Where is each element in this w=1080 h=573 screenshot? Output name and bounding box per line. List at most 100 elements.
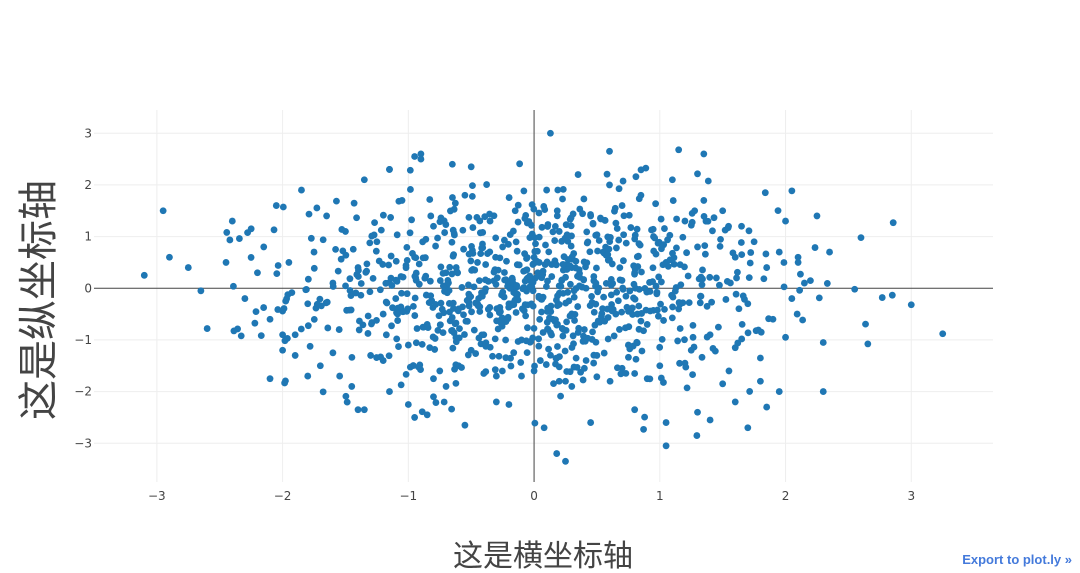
scatter-point[interactable] bbox=[531, 362, 538, 370]
scatter-point[interactable] bbox=[542, 241, 549, 249]
scatter-point[interactable] bbox=[557, 282, 565, 290]
scatter-point[interactable] bbox=[348, 383, 356, 390]
scatter-point[interactable] bbox=[461, 191, 469, 199]
scatter-point[interactable] bbox=[411, 312, 419, 319]
scatter-point[interactable] bbox=[458, 284, 466, 291]
scatter-point[interactable] bbox=[738, 222, 745, 230]
scatter-point[interactable] bbox=[586, 302, 594, 310]
scatter-point[interactable] bbox=[600, 349, 608, 357]
scatter-point[interactable] bbox=[598, 312, 605, 320]
scatter-point[interactable] bbox=[532, 240, 539, 248]
scatter-point[interactable] bbox=[570, 363, 578, 371]
scatter-point[interactable] bbox=[939, 330, 947, 338]
scatter-point[interactable] bbox=[554, 343, 561, 350]
scatter-point[interactable] bbox=[448, 160, 456, 168]
scatter-point[interactable] bbox=[448, 405, 456, 413]
scatter-point[interactable] bbox=[388, 322, 395, 330]
scatter-point[interactable] bbox=[653, 306, 661, 314]
scatter-point[interactable] bbox=[646, 375, 654, 383]
scatter-point[interactable] bbox=[547, 351, 554, 359]
scatter-point[interactable] bbox=[470, 283, 478, 291]
scatter-point[interactable] bbox=[704, 177, 712, 185]
scatter-point[interactable] bbox=[569, 210, 577, 218]
scatter-point[interactable] bbox=[570, 250, 578, 257]
scatter-point[interactable] bbox=[626, 287, 634, 295]
scatter-point[interactable] bbox=[270, 226, 278, 234]
scatter-point[interactable] bbox=[382, 279, 390, 287]
scatter-point[interactable] bbox=[646, 288, 654, 295]
scatter-point[interactable] bbox=[355, 266, 362, 274]
scatter-point[interactable] bbox=[799, 316, 807, 324]
scatter-point[interactable] bbox=[780, 283, 788, 291]
scatter-point[interactable] bbox=[557, 392, 564, 400]
scatter-point[interactable] bbox=[655, 273, 663, 281]
scatter-point[interactable] bbox=[706, 416, 714, 424]
scatter-point[interactable] bbox=[619, 177, 627, 185]
scatter-point[interactable] bbox=[486, 311, 494, 319]
scatter-point[interactable] bbox=[406, 166, 414, 174]
scatter-point[interactable] bbox=[652, 200, 660, 208]
scatter-point[interactable] bbox=[450, 230, 458, 237]
scatter-point[interactable] bbox=[470, 326, 478, 334]
scatter-point[interactable] bbox=[709, 345, 717, 352]
scatter-point[interactable] bbox=[434, 326, 442, 334]
scatter-point[interactable] bbox=[691, 207, 699, 215]
scatter-point[interactable] bbox=[862, 320, 869, 328]
scatter-point[interactable] bbox=[726, 279, 734, 287]
scatter-point[interactable] bbox=[587, 211, 594, 218]
scatter-point[interactable] bbox=[432, 242, 439, 250]
scatter-point[interactable] bbox=[635, 302, 643, 310]
scatter-point[interactable] bbox=[502, 354, 510, 362]
scatter-point[interactable] bbox=[514, 218, 522, 226]
scatter-point[interactable] bbox=[615, 185, 623, 193]
scatter-point[interactable] bbox=[571, 317, 578, 324]
scatter-point[interactable] bbox=[512, 309, 520, 316]
scatter-point[interactable] bbox=[657, 300, 664, 308]
scatter-point[interactable] bbox=[677, 281, 685, 289]
scatter-point[interactable] bbox=[559, 266, 567, 274]
scatter-point[interactable] bbox=[486, 248, 494, 256]
scatter-point[interactable] bbox=[788, 187, 796, 195]
scatter-point[interactable] bbox=[539, 271, 547, 279]
scatter-point[interactable] bbox=[775, 248, 783, 256]
scatter-point[interactable] bbox=[465, 250, 473, 258]
scatter-point[interactable] bbox=[555, 377, 563, 385]
scatter-point[interactable] bbox=[458, 364, 465, 371]
scatter-point[interactable] bbox=[413, 325, 421, 332]
scatter-point[interactable] bbox=[481, 213, 489, 221]
scatter-point[interactable] bbox=[590, 273, 598, 280]
scatter-point[interactable] bbox=[673, 215, 680, 223]
scatter-point[interactable] bbox=[411, 294, 419, 302]
scatter-point[interactable] bbox=[570, 287, 578, 295]
scatter-point[interactable] bbox=[878, 294, 886, 301]
scatter-point[interactable] bbox=[456, 325, 463, 332]
scatter-point[interactable] bbox=[406, 229, 414, 237]
scatter-point[interactable] bbox=[669, 249, 676, 257]
scatter-point[interactable] bbox=[631, 270, 638, 278]
scatter-point[interactable] bbox=[467, 293, 475, 301]
scatter-point[interactable] bbox=[244, 229, 251, 237]
scatter-point[interactable] bbox=[360, 176, 368, 184]
scatter-point[interactable] bbox=[382, 331, 390, 339]
scatter-point[interactable] bbox=[653, 288, 661, 296]
scatter-point[interactable] bbox=[394, 317, 402, 324]
scatter-point[interactable] bbox=[389, 304, 396, 312]
scatter-point[interactable] bbox=[706, 273, 714, 281]
scatter-point[interactable] bbox=[251, 319, 259, 327]
scatter-point[interactable] bbox=[616, 264, 624, 272]
scatter-point[interactable] bbox=[627, 224, 635, 231]
scatter-point[interactable] bbox=[426, 277, 434, 285]
scatter-point[interactable] bbox=[633, 253, 641, 261]
scatter-point[interactable] bbox=[335, 326, 343, 333]
scatter-point[interactable] bbox=[529, 278, 537, 286]
scatter-point[interactable] bbox=[417, 150, 425, 158]
scatter-point[interactable] bbox=[574, 303, 582, 310]
scatter-point[interactable] bbox=[636, 241, 644, 249]
scatter-point[interactable] bbox=[666, 231, 674, 239]
scatter-point[interactable] bbox=[697, 292, 704, 300]
scatter-point[interactable] bbox=[468, 192, 476, 200]
scatter-point[interactable] bbox=[346, 287, 354, 294]
scatter-point[interactable] bbox=[635, 325, 643, 333]
scatter-point[interactable] bbox=[304, 275, 312, 283]
scatter-point[interactable] bbox=[782, 333, 789, 341]
